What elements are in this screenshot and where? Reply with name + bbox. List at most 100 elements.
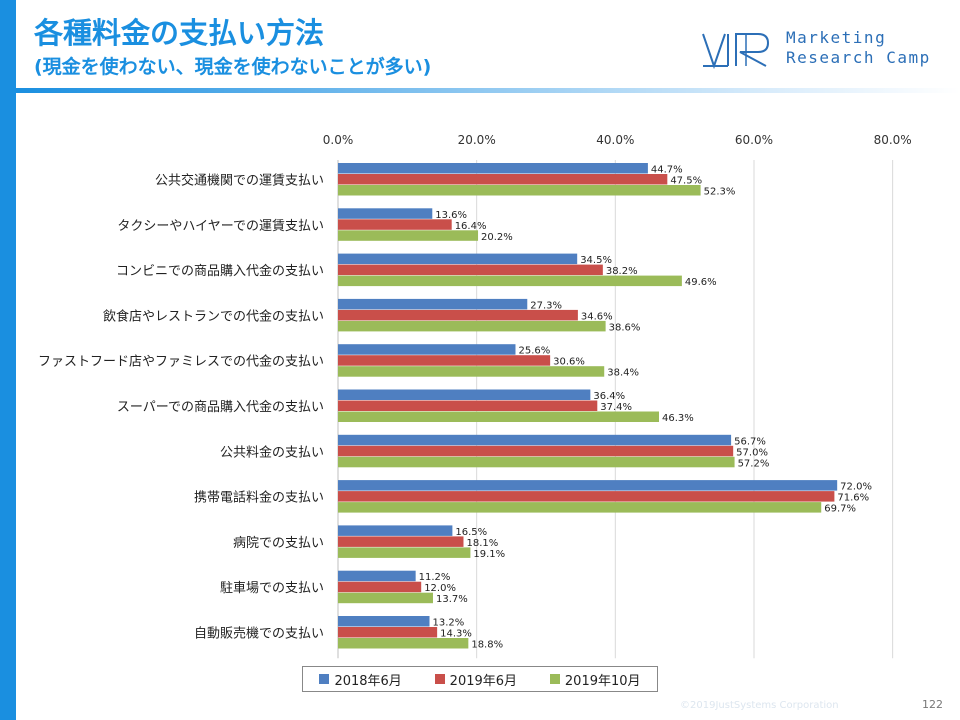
bar	[338, 445, 734, 457]
page-title: 各種料金の支払い方法	[34, 16, 325, 50]
footer-copyright: ©2019JustSystems Corporation	[680, 700, 839, 711]
legend-label: 2019年6月	[449, 673, 518, 689]
bar	[338, 389, 591, 400]
x-axis-ticks: 0.0% 20.0% 40.0% 60.0% 80.0%	[323, 133, 912, 147]
data-label: 20.2%	[481, 232, 513, 243]
data-label: 27.3%	[530, 300, 562, 311]
bar	[338, 480, 838, 491]
data-label: 25.6%	[518, 346, 550, 357]
data-label: 71.6%	[837, 493, 869, 504]
bar	[338, 592, 433, 604]
data-label: 57.0%	[736, 447, 768, 458]
data-label: 19.1%	[473, 549, 505, 560]
bar	[338, 230, 479, 241]
data-label: 57.2%	[738, 458, 770, 469]
legend-label: 2018年6月	[334, 673, 402, 689]
legend-item-2018-06: 2018年6月	[319, 670, 402, 689]
category-label: 駐車場での支払い	[220, 581, 324, 596]
data-label: 38.2%	[606, 266, 638, 277]
bar	[338, 627, 438, 638]
bar	[338, 491, 835, 502]
x-tick-label: 0.0%	[323, 133, 354, 147]
data-label: 16.4%	[455, 221, 487, 232]
bar	[338, 174, 668, 185]
x-tick-label: 60.0%	[735, 133, 773, 147]
legend-swatch	[549, 674, 560, 684]
logo-line2: Research Camp	[786, 48, 931, 67]
page-subtitle: (現金を使わない、現金を使わないことが多い)	[34, 56, 432, 78]
logo-mark-icon	[702, 33, 770, 70]
data-label: 30.6%	[553, 357, 585, 368]
legend-swatch	[319, 674, 330, 684]
bar	[338, 320, 606, 332]
category-label: 携帯電話料金の支払い	[194, 490, 324, 506]
bar	[338, 253, 578, 265]
chart-bars	[338, 163, 838, 649]
legend-item-2019-10: 2019年10月	[549, 670, 641, 689]
bar	[338, 570, 416, 582]
data-label: 16.5%	[455, 527, 487, 538]
data-label: 38.4%	[607, 368, 639, 379]
x-tick-label: 80.0%	[874, 133, 912, 147]
data-label: 56.7%	[734, 436, 766, 447]
legend-item-2019-06: 2019年6月	[434, 670, 518, 689]
x-tick-label: 20.0%	[458, 133, 496, 147]
data-label: 69.7%	[824, 504, 856, 515]
bar	[338, 547, 471, 558]
data-label: 13.7%	[436, 594, 468, 605]
data-label: 12.0%	[424, 583, 456, 594]
data-label: 11.2%	[419, 572, 451, 583]
data-label: 34.6%	[581, 311, 613, 322]
data-label: 52.3%	[704, 187, 736, 198]
category-labels: 公共交通機関での運賃支払いタクシーやハイヤーでの運賃支払いコンビニでの商品購入代…	[38, 173, 324, 642]
data-label: 18.1%	[466, 538, 498, 549]
category-label: 病院での支払い	[233, 536, 324, 551]
bar	[338, 366, 605, 377]
bar	[338, 536, 464, 547]
category-label: ファストフード店やファミレスでの代金の支払い	[38, 354, 324, 370]
category-label: 公共交通機関での運賃支払い	[155, 173, 324, 189]
bar	[338, 275, 682, 287]
data-label: 14.3%	[440, 629, 472, 640]
chart-legend: 2018年6月 2019年6月 2019年10月	[302, 666, 658, 692]
data-label: 38.6%	[609, 322, 641, 333]
data-label: 13.2%	[433, 618, 465, 629]
bar	[338, 456, 735, 468]
bar	[338, 502, 822, 513]
logo-line1: Marketing	[786, 28, 887, 47]
data-label: 47.5%	[670, 176, 702, 187]
data-label: 18.8%	[471, 640, 503, 651]
data-label: 49.6%	[685, 277, 717, 288]
left-accent-bar	[0, 0, 16, 720]
data-labels: 44.7%47.5%52.3% 13.6%16.4%20.2% 34.5%38.2%…	[419, 165, 872, 651]
header-divider	[16, 88, 960, 93]
bar	[338, 638, 469, 649]
bar	[338, 434, 732, 446]
bar	[338, 208, 433, 219]
data-label: 46.3%	[662, 413, 694, 424]
bar	[338, 185, 701, 196]
category-label: 飲食店やレストランでの代金の支払い	[103, 308, 324, 324]
data-label: 44.7%	[651, 165, 683, 176]
bar	[338, 163, 648, 174]
page-number: 122	[922, 698, 943, 711]
bar	[338, 581, 422, 593]
category-label: コンビニでの商品購入代金の支払い	[116, 263, 324, 279]
category-label: 自動販売機での支払い	[194, 626, 324, 642]
logo: Marketing Research Camp	[700, 28, 950, 72]
x-tick-label: 40.0%	[596, 133, 634, 147]
category-label: 公共料金の支払い	[220, 444, 324, 460]
bar	[338, 355, 551, 366]
bar	[338, 309, 578, 321]
bar	[338, 298, 528, 310]
bar	[338, 219, 452, 230]
bar	[338, 344, 516, 355]
data-label: 34.5%	[580, 255, 612, 266]
bar	[338, 525, 453, 536]
category-label: タクシーやハイヤーでの運賃支払い	[117, 219, 324, 234]
bar	[338, 264, 603, 276]
bar	[338, 411, 659, 422]
legend-label: 2019年10月	[564, 673, 641, 689]
data-label: 37.4%	[600, 402, 632, 413]
